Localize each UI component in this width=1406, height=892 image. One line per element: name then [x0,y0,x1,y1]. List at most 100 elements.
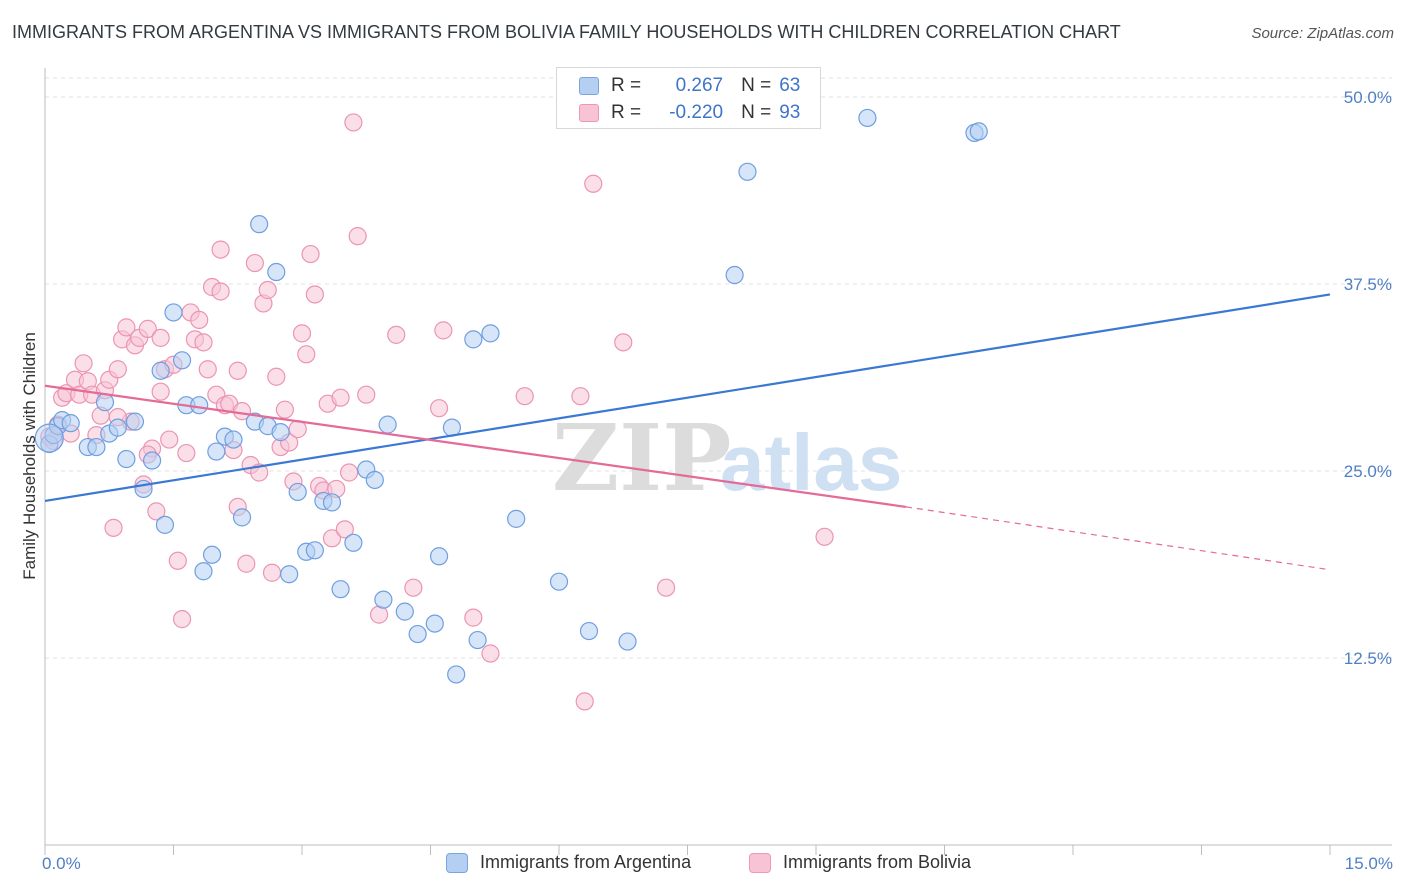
argentina-point [232,508,252,527]
bolivia-point [614,333,633,352]
bolivia-point [194,333,213,352]
bolivia-point [357,385,376,404]
source-credit: Source: ZipAtlas.com [1251,25,1394,42]
argentina-point [468,630,487,650]
bolivia-point [340,463,359,482]
bolivia-point [211,240,230,259]
argentina-point [969,122,988,141]
argentina-point [378,415,397,434]
y-tick-label: 25.0% [1344,462,1392,481]
bolivia-point [429,399,449,418]
argentina-point [125,412,145,431]
argentina-point [738,162,757,181]
argentina-point [190,396,209,415]
bolivia-point [104,518,123,537]
argentina-swatch [446,852,468,873]
bolivia-point [74,354,93,373]
argentina-point [725,265,744,285]
bolivia-point [331,388,350,407]
argentina-point [172,351,192,370]
argentina-point [250,215,269,234]
legend-label-bolivia: Immigrants from Bolivia [783,852,972,872]
argentina-point [429,547,449,566]
bolivia-point [434,321,453,340]
argentina-point [155,515,175,534]
bolivia-point [344,113,363,132]
argentina-point [280,565,299,584]
bolivia-point [117,318,136,337]
argentina-point [87,437,106,457]
argentina-point [481,324,500,343]
argentina-point [374,590,393,609]
argentina-point [61,414,80,433]
bolivia-point [481,644,500,663]
argentina-point [549,572,569,591]
x-tick-labels: 0.0% 15.0% [42,854,1393,873]
argentina-point [34,423,64,453]
bolivia-point [190,310,209,330]
legend-row-bolivia: R = -0.220 N = 93 [579,99,800,127]
argentina-point [507,509,526,528]
y-tick-labels: 12.5% 25.0% 37.5% 50.0% [1344,88,1392,668]
argentina-point [134,479,153,499]
bolivia-point [292,324,312,343]
argentina-point [224,430,243,449]
legend-r-value: 0.267 [675,75,724,96]
bolivia-swatch [579,104,599,122]
legend-row-argentina: R = 0.267 N = 63 [579,72,800,100]
legend-item-argentina[interactable]: Immigrants from Argentina [446,852,691,873]
argentina-point [395,602,414,621]
bolivia-point [151,382,170,401]
argentina-swatch [579,77,599,95]
bolivia-point [322,529,342,548]
bolivia-point [297,345,316,364]
legend-n-label: N = [741,102,772,123]
bolivia-point [147,502,166,521]
bolivia-point [584,174,603,193]
bolivia-point [108,360,127,379]
legend-r-label: R = [611,75,642,96]
x-tick-label: 15.0% [1345,854,1393,873]
argentina-point [207,442,226,461]
bolivia-point [138,319,157,338]
bolivia-point [237,554,256,573]
bolivia-point [815,527,834,546]
bolivia-point [211,282,230,301]
bolivia-point [404,578,423,597]
bolivia-point [370,605,389,624]
bolivia-point [177,443,196,463]
argentina-point [305,541,324,560]
argentina-trend-line [44,293,1331,503]
legend-label-argentina: Immigrants from Argentina [480,852,692,872]
bolivia-point [575,692,594,711]
bolivia-point [335,520,354,539]
argentina-point [331,580,350,599]
x-tick-label: 0.0% [42,854,81,873]
argentina-point [288,482,307,502]
argentina-point [858,108,877,128]
argentina-point [408,624,427,644]
argentina-point [95,393,115,412]
argentina-point [464,330,483,349]
bolivia-point [168,551,187,570]
argentina-point [365,470,384,490]
axes [44,68,1392,855]
bolivia-point [228,361,247,380]
argentina-point [108,418,127,437]
argentina-point [618,632,637,651]
argentina-point [202,545,222,564]
legend-r-value: -0.220 [669,102,724,123]
legend-item-bolivia[interactable]: Immigrants from Bolivia [749,852,971,873]
argentina-points [34,108,988,684]
bolivia-point [387,325,406,344]
argentina-point [164,303,183,322]
bolivia-point [305,285,324,304]
bolivia-point [464,608,483,627]
bolivia-point [515,387,534,406]
legend-n-value: 63 [779,75,801,96]
argentina-point [579,621,599,641]
legend-r-label: R = [611,102,642,123]
argentina-point [194,562,213,581]
argentina-point [142,451,162,470]
